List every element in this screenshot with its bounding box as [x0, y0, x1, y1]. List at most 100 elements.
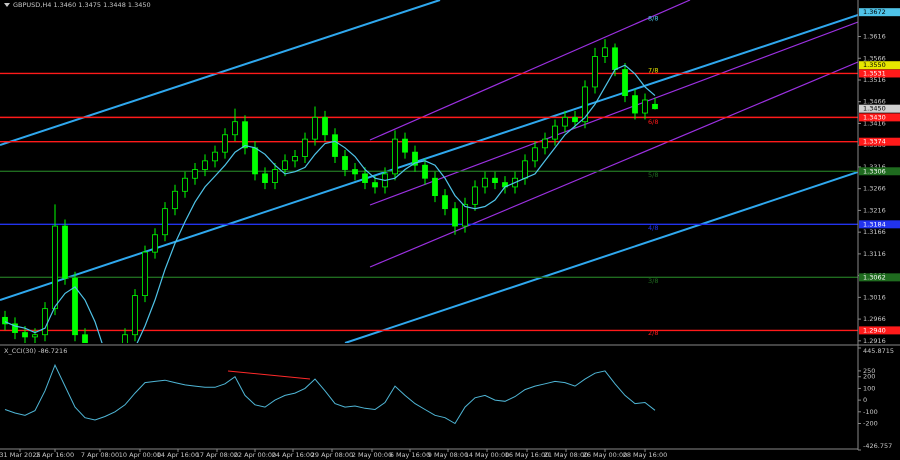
price-marker-label: 1.3450	[863, 105, 886, 113]
candle-body	[12, 323, 18, 333]
channel-line	[0, 0, 441, 146]
y-tick-label: 1.3216	[863, 206, 886, 214]
candle-body	[332, 134, 338, 157]
x-tick-label: 10 Apr 00:00	[119, 451, 161, 459]
candle-body	[432, 177, 438, 197]
cci-plot	[4, 363, 656, 425]
candle-body	[472, 186, 478, 205]
candle-body	[652, 103, 658, 110]
x-tick-label: 9 May 08:00	[428, 451, 468, 459]
y-tick-label: 1.3616	[863, 33, 886, 41]
candle-body	[62, 225, 68, 279]
candle-body	[542, 138, 548, 149]
divergence-line	[227, 370, 311, 380]
candle-body	[302, 138, 308, 157]
y-tick-label: 1.3116	[863, 250, 886, 258]
cci-line	[4, 363, 656, 425]
moving-average	[4, 64, 656, 343]
candle-body	[602, 47, 608, 57]
murrey-label: 3/8	[648, 277, 658, 285]
y2-tick-label: -200	[863, 419, 878, 427]
price-marker	[859, 61, 900, 70]
level-price-box	[859, 69, 900, 78]
price-panel: 8/8 7/8 6/8 5/8 4/8 3/8 2/8	[0, 0, 858, 343]
candle-body	[262, 173, 268, 183]
regression-line	[369, 0, 691, 141]
candle-body	[252, 147, 258, 175]
y-tick-label: 1.2916	[863, 337, 886, 345]
level-price-box	[859, 137, 900, 146]
indicator-title: X_CCI(30) -86.7216	[4, 347, 67, 355]
candle-body	[362, 173, 368, 183]
y-tick-label: 1.3416	[863, 119, 886, 127]
candle-body	[132, 295, 138, 336]
candle-body	[82, 334, 88, 343]
y2-tick-label: -100	[863, 408, 878, 416]
candle-body	[152, 234, 158, 253]
candle-body	[562, 116, 568, 127]
level-price-box	[859, 113, 900, 122]
murrey-label: 6/8	[648, 118, 658, 126]
level-price-label: 1.3306	[863, 167, 886, 175]
y2-tick-label: 250	[863, 367, 875, 375]
x-tick-label: 2 May 00:00	[352, 451, 392, 459]
x-tick-label: 22 Apr 00:00	[234, 451, 276, 459]
candle-body	[572, 116, 578, 123]
candle-body	[202, 160, 208, 170]
level-price-label: 1.3531	[863, 69, 886, 77]
y2-tick-label: 100	[863, 384, 875, 392]
candle-body	[312, 116, 318, 140]
regression-line	[369, 21, 858, 206]
level-price-box	[859, 167, 900, 176]
candle-body	[212, 151, 218, 162]
level-price-box	[859, 326, 900, 335]
y2-tick-label: 200	[863, 373, 875, 381]
candle-body	[232, 121, 238, 136]
y-tick-label: 1.3166	[863, 228, 886, 236]
candle-body	[122, 334, 128, 343]
candle-body	[292, 156, 298, 162]
candle-body	[182, 177, 188, 192]
chart-title: GBPUSD,H4 1.3460 1.3475 1.3448 1.3450	[13, 1, 151, 9]
level-price-label: 1.3430	[863, 113, 886, 121]
candle-body	[342, 156, 348, 170]
y-tick-label: 1.2966	[863, 315, 886, 323]
candle-body	[142, 251, 148, 297]
candle-body	[2, 316, 8, 325]
level-price-label: 1.2940	[863, 326, 886, 334]
candle-body	[642, 99, 648, 114]
level-price-label: 1.3062	[863, 273, 886, 281]
candle-body	[442, 195, 448, 210]
y-tick-label: 1.3516	[863, 76, 886, 84]
candle-body	[222, 134, 228, 153]
murrey-label: 5/8	[648, 171, 658, 179]
x-tick-label: 29 Apr 08:00	[311, 451, 353, 459]
candle-body	[192, 169, 198, 179]
candle-body	[32, 334, 38, 338]
x-tick-label: 31 Mar 2025	[0, 451, 41, 459]
murrey-label: 8/8	[648, 14, 658, 22]
candle-body	[592, 56, 598, 88]
level-price-label: 1.3184	[863, 220, 886, 228]
y2-tick-label: 0	[863, 396, 867, 404]
candle-body	[42, 308, 48, 336]
regression-line	[369, 61, 858, 268]
level-price-box	[859, 273, 900, 282]
candle-body	[482, 177, 488, 188]
y-tick-label: 1.3316	[863, 163, 886, 171]
candle-body	[552, 125, 558, 140]
x-tick-label: 14 May 00:00	[465, 451, 510, 459]
candle-body	[612, 47, 618, 70]
x-tick-label: 2 Apr 16:00	[36, 451, 74, 459]
murrey-label: 4/8	[648, 224, 658, 232]
x-tick-label: 7 Apr 08:00	[81, 451, 119, 459]
price-marker-label: 1.3672	[863, 8, 886, 16]
channel-line	[344, 171, 858, 343]
murrey-label: 7/8	[648, 66, 658, 74]
x-tick-label: 26 May 00:00	[583, 451, 628, 459]
candle-body	[632, 95, 638, 114]
x-tick-label: 14 Apr 16:00	[157, 451, 199, 459]
y2-tick-label: -426.757	[863, 442, 892, 450]
